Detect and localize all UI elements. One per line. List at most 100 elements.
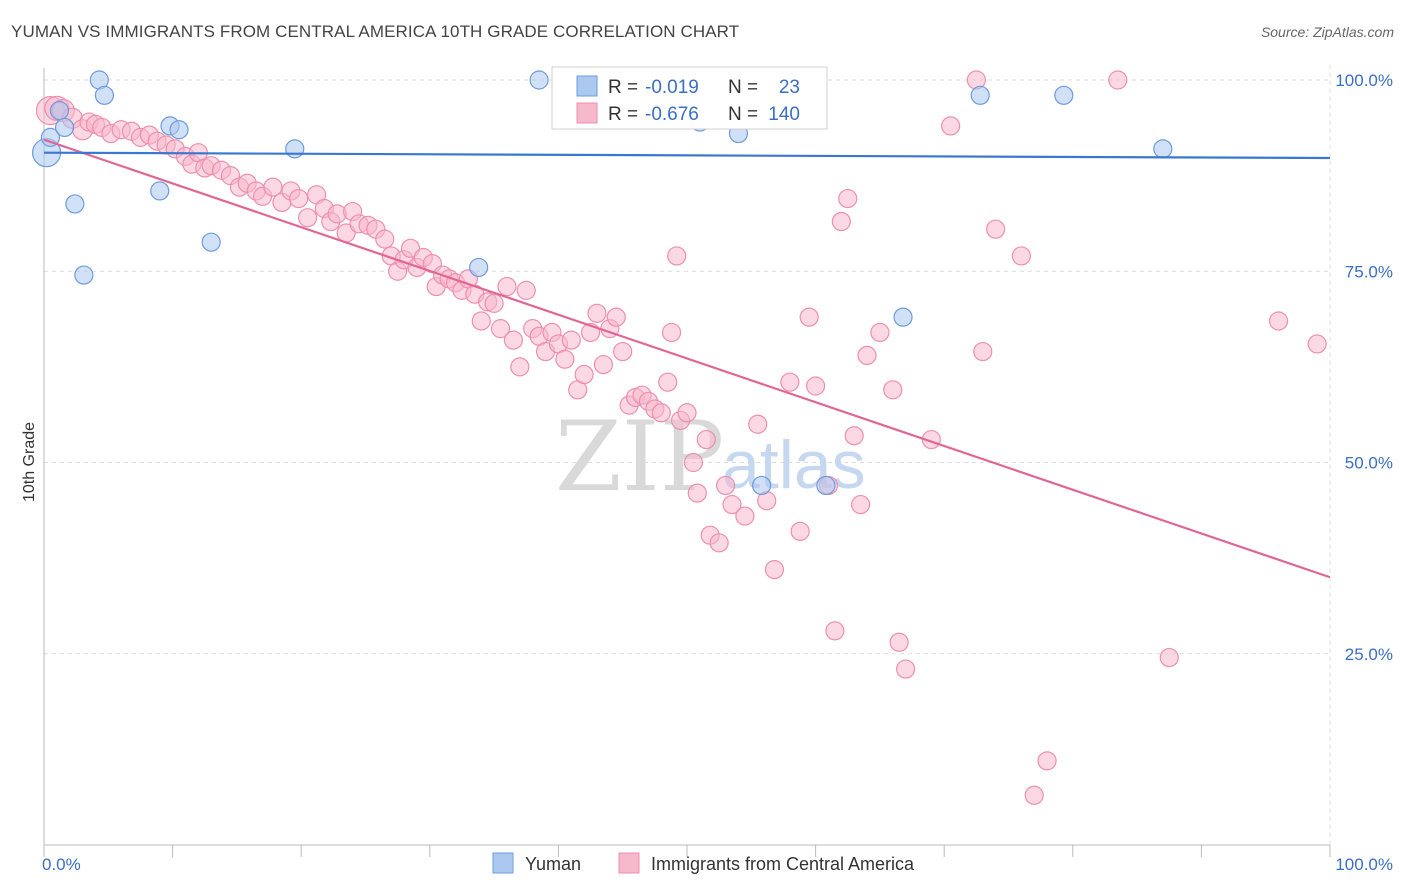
point-cam-127 [1268, 311, 1289, 331]
point-cam-105 [805, 376, 826, 396]
point-yuman-21 [1054, 85, 1074, 105]
point-yuman-17 [751, 475, 772, 496]
point-cam-95 [715, 475, 736, 496]
x-tick-label-max: 100.0% [1335, 855, 1393, 874]
stats-r-label-yuman: R = [608, 77, 638, 98]
point-cam-128 [1307, 334, 1327, 354]
point-yuman-3 [54, 117, 75, 138]
stats-r-value-yuman: -0.019 [645, 77, 699, 98]
point-cam-122 [1011, 246, 1031, 266]
point-yuman-4 [65, 194, 85, 214]
point-yuman-7 [94, 85, 115, 105]
y-tick-label-50: 50.0% [1345, 454, 1393, 473]
point-cam-27 [263, 177, 283, 197]
point-cam-126 [1159, 647, 1179, 668]
point-yuman-5 [74, 265, 94, 285]
watermark-atlas: atlas [722, 427, 866, 503]
stats-swatch-cam [576, 102, 598, 124]
trend-line-cam [43, 138, 1331, 579]
point-cam-113 [870, 322, 890, 343]
legend-label-yuman: Yuman [525, 854, 581, 874]
point-cam-58 [484, 293, 504, 313]
trend-line-yuman [43, 151, 1331, 160]
stats-box-frame [551, 66, 828, 130]
tick-labels: 25.0% 50.0% 75.0% 100.0% 0.0% 100.0% [42, 71, 1393, 874]
point-cam-56 [471, 311, 491, 331]
point-cam-120 [973, 341, 993, 362]
y-tick-label-75: 75.0% [1345, 262, 1393, 281]
point-cam-92 [696, 429, 716, 450]
point-cam-107 [825, 621, 845, 641]
point-yuman-18 [816, 475, 836, 496]
legend: Yuman Immigrants from Central America [492, 852, 915, 874]
y-axis-title: 10th Grade [21, 422, 38, 502]
point-cam-63 [516, 280, 536, 300]
point-cam-91 [687, 483, 707, 503]
point-cam-121 [986, 219, 1006, 239]
point-cam-115 [889, 632, 909, 652]
point-cam-124 [1037, 751, 1057, 771]
point-cam-31 [298, 208, 318, 228]
point-cam-62 [510, 357, 530, 377]
stats-r-label-cam: R = [608, 104, 638, 125]
point-cam-109 [838, 188, 858, 209]
point-cam-98 [748, 414, 768, 434]
x-tick-label-min: 0.0% [42, 855, 81, 874]
source-credit: Source: ZipAtlas.com [1260, 24, 1394, 40]
point-cam-41 [375, 229, 395, 249]
point-yuman-19 [893, 307, 913, 327]
legend-swatch-yuman [492, 852, 514, 874]
stats-box: R = -0.019 N = 23 R = -0.676 N = 140 [551, 66, 828, 130]
point-cam-85 [658, 372, 678, 392]
point-cam-112 [857, 345, 877, 365]
point-cam-69 [555, 349, 575, 369]
point-cam-86 [661, 322, 682, 343]
y-tick-label-25: 25.0% [1345, 645, 1393, 664]
point-cam-70 [561, 330, 581, 350]
point-cam-78 [613, 341, 633, 362]
point-cam-89 [677, 403, 697, 423]
y-tick-label-100: 100.0% [1335, 71, 1393, 90]
chart-title: YUMAN VS IMMIGRANTS FROM CENTRAL AMERICA… [11, 22, 740, 41]
point-yuman-11 [201, 232, 221, 252]
legend-label-cam: Immigrants from Central America [651, 854, 915, 874]
point-cam-77 [606, 307, 626, 327]
point-yuman-22 [1153, 139, 1173, 159]
point-yuman-12 [285, 139, 305, 159]
point-cam-116 [896, 659, 916, 679]
point-cam-104 [799, 307, 819, 327]
point-cam-125 [1108, 70, 1128, 90]
point-yuman-20 [970, 85, 990, 105]
point-cam-114 [883, 380, 903, 400]
point-cam-90 [683, 452, 704, 473]
point-cam-123 [1024, 785, 1044, 805]
point-cam-100 [764, 559, 785, 580]
point-yuman-1 [40, 127, 61, 147]
trend-lines [43, 138, 1331, 579]
point-cam-72 [574, 364, 594, 385]
point-cam-30 [289, 188, 309, 209]
point-cam-103 [790, 521, 810, 541]
point-cam-96 [722, 494, 742, 515]
axes [43, 68, 1331, 857]
point-yuman-14 [529, 70, 549, 90]
point-cam-108 [831, 211, 851, 232]
stats-n-value-yuman: 23 [779, 77, 800, 98]
point-cam-87 [667, 246, 687, 266]
point-cam-60 [497, 276, 517, 297]
stats-r-value-cam: -0.676 [645, 104, 699, 125]
point-yuman-10 [169, 120, 189, 140]
point-cam-61 [503, 330, 523, 350]
point-cam-110 [844, 426, 864, 446]
point-cam-111 [851, 494, 871, 515]
point-cam-75 [593, 354, 614, 375]
point-yuman-13 [469, 257, 489, 278]
stats-n-value-cam: 140 [768, 104, 800, 125]
point-cam-97 [735, 506, 755, 526]
point-cam-74 [587, 303, 607, 323]
stats-swatch-yuman [576, 75, 598, 97]
point-yuman-8 [150, 181, 170, 201]
stats-n-label-cam: N = [728, 104, 758, 125]
point-cam-102 [780, 372, 800, 392]
